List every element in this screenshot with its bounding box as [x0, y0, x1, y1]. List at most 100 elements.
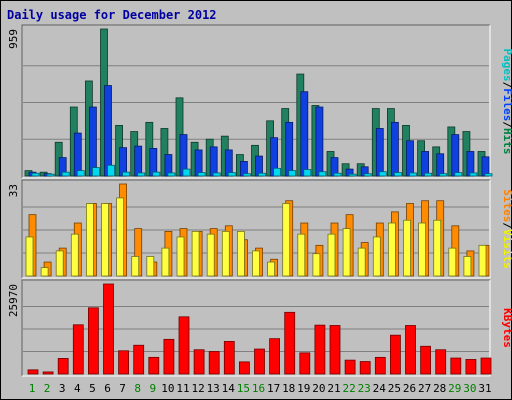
day-label-30: 30 — [463, 382, 476, 395]
bar-pages-day-13 — [212, 172, 221, 177]
bar-files-day-27 — [421, 151, 430, 177]
series-files — [28, 85, 490, 177]
day-label-16: 16 — [252, 382, 265, 395]
panel-border-highlight — [22, 280, 491, 377]
legend-entry: Sites — [501, 189, 512, 222]
bar-pages-day-11 — [182, 168, 191, 177]
panel-border-shadow — [21, 179, 490, 278]
bar-pages-day-19 — [303, 169, 312, 177]
bar-pages-day-14 — [227, 172, 236, 177]
day-label-2: 2 — [44, 382, 51, 395]
bar-files-day-28 — [436, 153, 445, 177]
series-pages — [31, 164, 493, 177]
bar-kbytes-day-29 — [450, 357, 462, 375]
bar-pages-day-26 — [409, 172, 417, 177]
bar-pages-day-3 — [61, 171, 70, 177]
bar-files-day-24 — [375, 128, 384, 177]
series-kbytes — [27, 283, 492, 375]
day-label-20: 20 — [312, 382, 325, 395]
day-label-22: 22 — [342, 382, 355, 395]
day-label-5: 5 — [89, 382, 96, 395]
legend-entry: Hits — [501, 128, 512, 155]
bar-sites-day-2 — [40, 267, 49, 277]
day-label-8: 8 — [134, 382, 141, 395]
bar-pages-day-22 — [348, 173, 357, 177]
bar-pages-day-28 — [439, 173, 448, 177]
day-label-24: 24 — [373, 382, 387, 395]
bar-pages-day-1 — [31, 172, 40, 177]
bar-kbytes-day-13 — [208, 351, 220, 375]
bar-files-day-12 — [194, 149, 203, 177]
chart-title: Daily usage for December 2012 — [7, 8, 217, 22]
bar-files-day-26 — [406, 140, 414, 177]
legend-entry: Pages — [501, 49, 512, 82]
bar-kbytes-day-7 — [118, 350, 129, 375]
y-max-label: 25970 — [7, 284, 20, 317]
bar-kbytes-day-3 — [57, 358, 69, 375]
bar-kbytes-day-21 — [329, 325, 341, 375]
bar-files-day-5 — [89, 106, 97, 177]
bar-files-day-6 — [104, 85, 112, 177]
bar-files-day-19 — [300, 91, 309, 177]
bar-files-day-25 — [390, 121, 399, 177]
bar-pages-day-8 — [137, 172, 146, 177]
bar-kbytes-day-5 — [88, 307, 99, 375]
bar-sites-day-10 — [161, 247, 170, 277]
y-max-label: 33 — [7, 184, 20, 197]
bar-pages-day-4 — [76, 170, 85, 177]
bar-pages-day-16 — [258, 172, 266, 177]
legend-entry: / — [501, 121, 512, 128]
day-label-23: 23 — [358, 382, 371, 395]
bar-kbytes-day-9 — [148, 356, 160, 375]
day-label-19: 19 — [297, 382, 310, 395]
bar-kbytes-day-26 — [405, 325, 416, 375]
bar-sites-day-26 — [403, 219, 411, 277]
bar-files-day-4 — [73, 132, 82, 177]
series-sites — [25, 197, 487, 277]
legend-kbytes: KBytes — [501, 308, 512, 348]
bar-pages-day-15 — [242, 173, 251, 177]
bar-pages-day-2 — [46, 173, 55, 177]
day-label-11: 11 — [176, 382, 189, 395]
day-label-4: 4 — [74, 382, 81, 395]
bar-pages-day-18 — [288, 170, 297, 177]
bar-kbytes-day-31 — [480, 357, 492, 375]
bar-kbytes-day-8 — [133, 344, 145, 375]
bar-pages-day-5 — [92, 167, 100, 177]
bar-pages-day-21 — [333, 172, 342, 177]
bar-sites-day-27 — [418, 222, 427, 277]
panel-border-shadow — [21, 279, 490, 376]
legend-entry: / — [501, 222, 512, 229]
bar-pages-day-24 — [378, 171, 387, 177]
bar-pages-day-31 — [484, 173, 493, 177]
day-label-18: 18 — [282, 382, 295, 395]
bar-sites-day-5 — [86, 203, 94, 277]
bar-sites-day-31 — [478, 244, 487, 277]
bar-files-day-14 — [224, 149, 233, 177]
legend-entry: KBytes — [501, 308, 512, 348]
bar-kbytes-day-17 — [269, 338, 281, 375]
day-label-14: 14 — [222, 382, 236, 395]
bar-pages-day-9 — [152, 171, 161, 177]
bar-files-day-18 — [285, 121, 294, 177]
day-label-15: 15 — [237, 382, 250, 395]
bar-sites-day-24 — [372, 236, 381, 277]
bar-kbytes-day-28 — [435, 349, 447, 375]
bar-files-day-29 — [451, 134, 460, 177]
bar-sites-day-14 — [221, 230, 230, 277]
bar-files-day-13 — [209, 146, 218, 177]
bar-sites-day-8 — [131, 256, 140, 277]
bar-kbytes-day-2 — [42, 371, 54, 375]
y-max-label: 959 — [7, 29, 20, 49]
bar-kbytes-day-10 — [163, 338, 175, 375]
bar-pages-day-10 — [167, 172, 176, 177]
legend-entry: / — [501, 82, 512, 89]
bar-sites-day-4 — [70, 233, 79, 277]
bar-kbytes-day-4 — [72, 324, 84, 375]
bar-kbytes-day-24 — [374, 356, 386, 375]
bar-kbytes-day-30 — [465, 359, 477, 375]
bar-sites-day-29 — [448, 247, 457, 277]
bar-sites-day-9 — [146, 256, 155, 277]
bar-kbytes-day-1 — [27, 369, 39, 375]
